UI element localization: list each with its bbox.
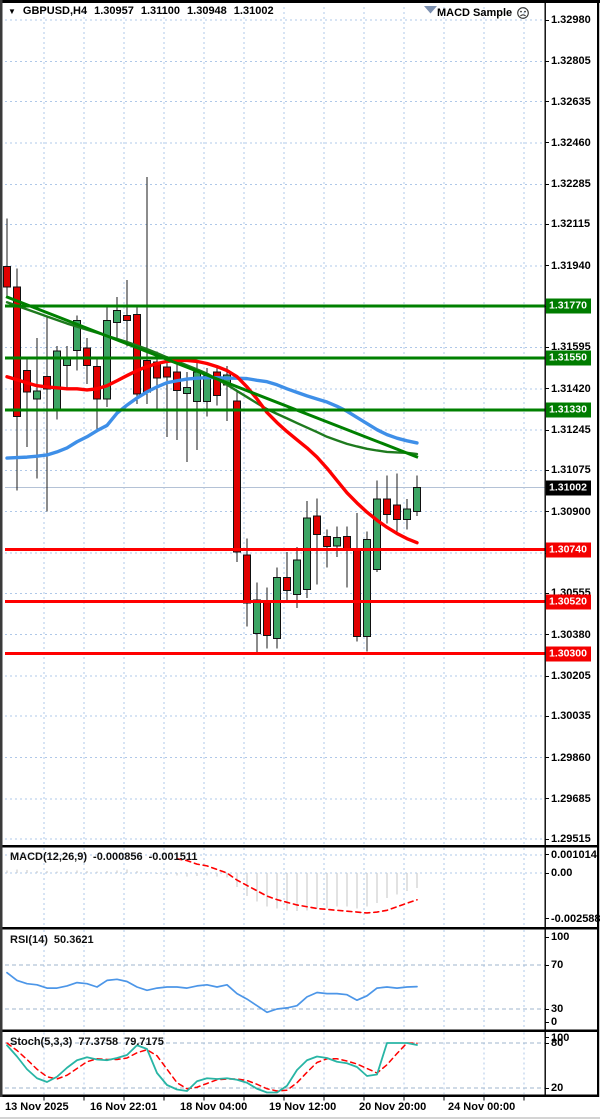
chart-shift-marker-icon: [424, 6, 437, 14]
stoch-pane: [6, 1042, 418, 1094]
macd-indicator-name: MACD(12,26,9): [10, 851, 88, 863]
rsi-pane: [6, 971, 418, 1014]
rsi-value: 50.3621: [53, 934, 94, 946]
trendline: [5, 295, 419, 459]
macd-pane: [6, 857, 418, 914]
stoch-indicator-name: Stoch(5,3,3): [10, 1036, 73, 1048]
quote-close: 1.31002: [233, 5, 274, 17]
stoch-d-value: 79.7175: [124, 1036, 164, 1048]
gridlines: [5, 7, 545, 1094]
macd-pane-label: MACD(12,26,9) -0.000856 -0.001511: [10, 851, 198, 863]
quote-low: 1.30948: [187, 5, 227, 17]
rsi-pane-label: RSI(14) 50.3621: [10, 934, 94, 946]
macd-main-value: -0.000856: [93, 851, 143, 863]
chart-header: ▼ GBPUSD,H4 1.30957 1.31100 1.30948 1.31…: [8, 5, 274, 17]
support-resistance-lines: [5, 304, 545, 656]
indicator-name-label: MACD Sample: [437, 7, 513, 19]
sad-face-icon: [517, 7, 530, 19]
stoch-pane-label: Stoch(5,3,3) 77.3758 79.7175: [10, 1036, 164, 1048]
stoch-k-value: 77.3758: [78, 1036, 119, 1048]
indicator-header: MACD Sample: [437, 6, 530, 20]
symbol-dropdown-icon[interactable]: ▼: [8, 6, 16, 16]
ma-red-line: [5, 358, 419, 545]
rsi-indicator-name: RSI(14): [10, 934, 48, 946]
quote-open: 1.30957: [94, 5, 134, 17]
macd-signal-value: -0.001511: [148, 851, 198, 863]
quote-high: 1.31100: [140, 5, 181, 17]
symbol-title: GBPUSD,H4: [22, 5, 88, 17]
